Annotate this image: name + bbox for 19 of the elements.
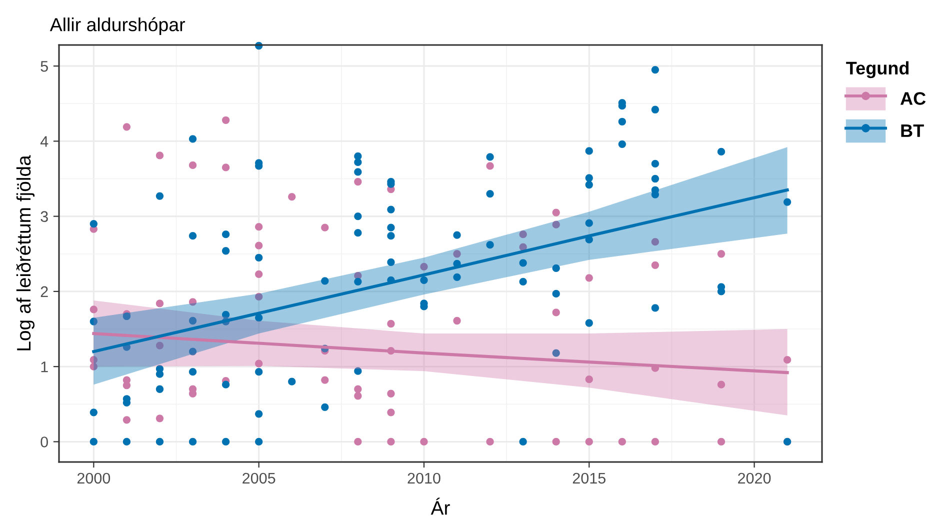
y-tick-label: 1: [41, 362, 48, 372]
x-tick-label: 2015: [572, 472, 606, 484]
y-axis-title: Log af leiðréttum fjölda: [16, 155, 35, 350]
line-series: [92, 332, 789, 374]
x-tick-label: 2005: [242, 472, 276, 484]
legend-title: Tegund: [846, 61, 909, 78]
x-tick-label: 2020: [738, 472, 771, 484]
chart-title: Allir aldurshópar: [50, 17, 186, 35]
line-series: [92, 188, 789, 354]
y-tick-label: 2: [40, 286, 48, 297]
y-tick-label: 4: [40, 136, 48, 147]
y-tick-label: 5: [40, 61, 48, 72]
x-axis-title: Ár: [430, 498, 450, 515]
x-tick-label: 2010: [408, 472, 440, 484]
y-tick-label: 3: [40, 211, 48, 222]
legend-label: BT: [901, 124, 924, 137]
y-tick-label: 0: [40, 436, 48, 448]
legend-label: AC: [900, 92, 926, 105]
x-tick-label: 2000: [77, 472, 110, 484]
